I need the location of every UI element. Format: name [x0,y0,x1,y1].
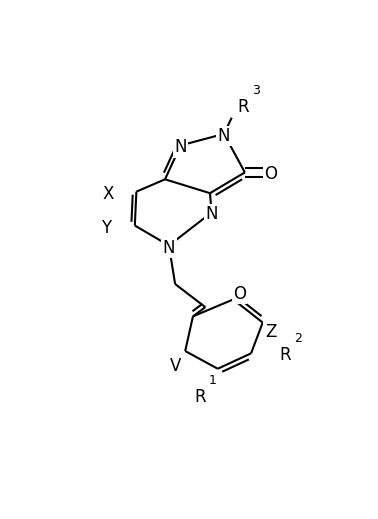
Text: 2: 2 [294,332,302,345]
Text: Z: Z [265,323,276,341]
Text: N: N [218,127,230,145]
Text: 3: 3 [252,84,260,97]
Text: R: R [195,388,206,406]
Text: Y: Y [101,218,111,237]
Text: V: V [169,357,181,375]
Text: O: O [264,166,277,183]
Text: O: O [233,285,246,303]
Text: N: N [163,239,175,256]
Text: N: N [205,206,218,224]
Text: R: R [237,98,249,116]
Text: R: R [280,346,291,364]
Text: N: N [174,139,187,156]
Text: X: X [102,185,113,202]
Text: 1: 1 [209,374,217,387]
